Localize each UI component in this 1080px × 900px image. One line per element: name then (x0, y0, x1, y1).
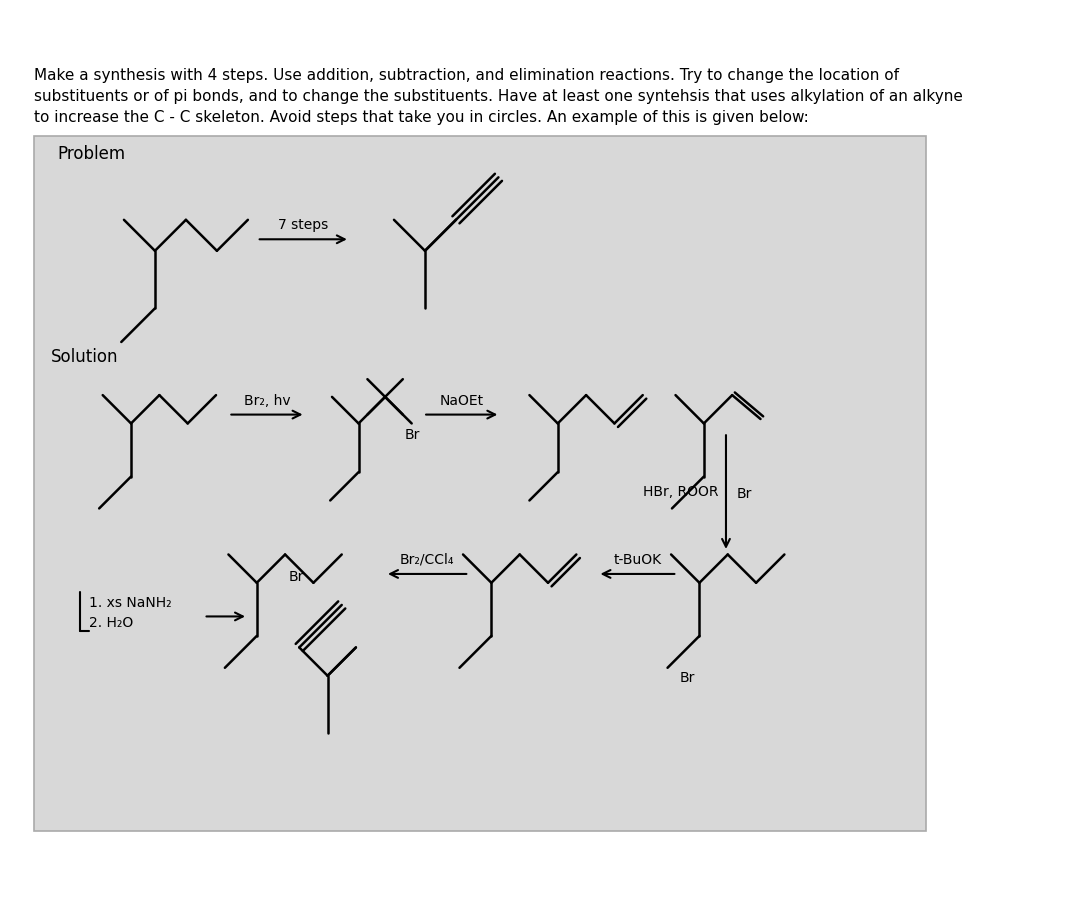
Text: Problem: Problem (57, 145, 125, 163)
Text: t-BuOK: t-BuOK (613, 553, 662, 567)
Text: HBr, ROOR: HBr, ROOR (644, 485, 719, 500)
Text: 7 steps: 7 steps (279, 218, 328, 232)
Text: Make a synthesis with 4 steps. Use addition, subtraction, and elimination reacti: Make a synthesis with 4 steps. Use addit… (33, 68, 899, 83)
Text: 2. H₂O: 2. H₂O (89, 616, 133, 630)
Text: NaOEt: NaOEt (440, 393, 484, 408)
Text: Br₂, hv: Br₂, hv (244, 393, 291, 408)
Text: Br: Br (679, 671, 696, 685)
Text: Br: Br (288, 570, 303, 583)
Text: to increase the C - C skeleton. Avoid steps that take you in circles. An example: to increase the C - C skeleton. Avoid st… (33, 110, 809, 125)
Text: 1. xs NaNH₂: 1. xs NaNH₂ (89, 596, 171, 610)
Text: Br: Br (737, 487, 752, 501)
FancyBboxPatch shape (33, 136, 926, 831)
Text: Br: Br (405, 428, 420, 442)
Text: Solution: Solution (52, 348, 119, 366)
Text: Br₂/CCl₄: Br₂/CCl₄ (400, 553, 455, 567)
Text: substituents or of pi bonds, and to change the substituents. Have at least one s: substituents or of pi bonds, and to chan… (33, 89, 962, 104)
